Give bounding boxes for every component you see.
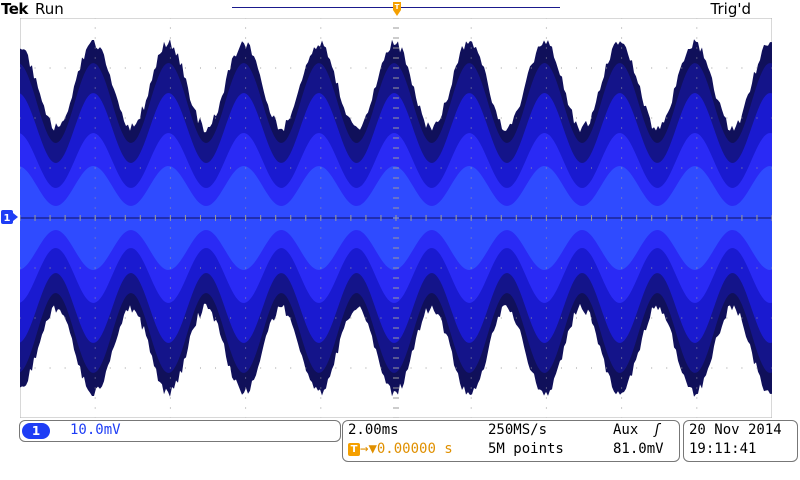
trigger-level: 81.0mV: [613, 441, 664, 457]
waveform-display: [20, 18, 772, 418]
trigger-source: Aux: [613, 422, 639, 438]
svg-text:1: 1: [4, 213, 11, 224]
svg-text:T: T: [395, 3, 400, 11]
datetime-readout[interactable]: 20 Nov 2014 19:11:41: [683, 420, 798, 462]
trigger-status: Trig'd: [710, 0, 751, 18]
graticule-grid: [20, 18, 772, 418]
timebase-readout[interactable]: 2.00ms 250MS/s Aux ʃ T →▼0.00000 s 5M poi…: [342, 420, 680, 462]
clock: 19:11:41: [689, 441, 757, 457]
trigger-position-icon[interactable]: T: [392, 2, 402, 16]
channel-1-ground-marker[interactable]: 1: [1, 210, 18, 224]
channel-readout[interactable]: 1 10.0mV: [19, 420, 341, 442]
trigger-offset: T →▼0.00000 s: [348, 441, 453, 457]
channel-badge[interactable]: 1: [22, 423, 50, 439]
sample-rate: 250MS/s: [488, 422, 548, 438]
rising-edge-icon: ʃ: [653, 422, 662, 438]
acquisition-state: Run: [35, 0, 64, 18]
status-bar: Tek Run T Trig'd: [0, 0, 800, 20]
horizontal-scale: 2.00ms: [348, 422, 399, 438]
readout-panel: 1 10.0mV 2.00ms 250MS/s Aux ʃ T →▼0.00000…: [0, 420, 800, 480]
trigger-t-icon: T: [348, 442, 360, 456]
arrow-right-icon: →: [360, 441, 369, 457]
vertical-scale: 10.0mV: [70, 422, 121, 438]
date: 20 Nov 2014: [689, 422, 782, 438]
trigger-offset-value: ▼0.00000 s: [368, 441, 453, 457]
record-length: 5M points: [488, 441, 564, 457]
brand-logo: Tek: [1, 0, 28, 18]
